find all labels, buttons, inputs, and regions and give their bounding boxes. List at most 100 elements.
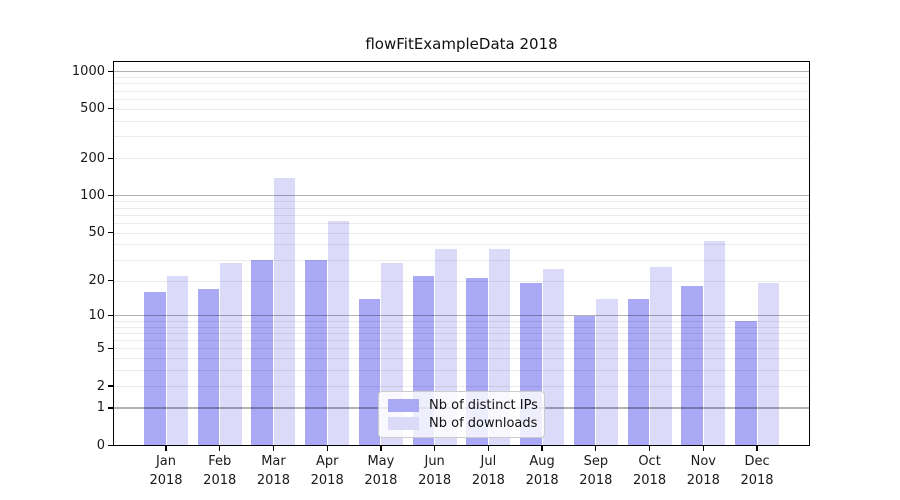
bar-downloads-mar <box>273 177 296 446</box>
y-tick-label: 20 <box>88 273 105 289</box>
x-tick-year: 2018 <box>364 473 398 488</box>
bar-ips-apr <box>305 259 327 446</box>
y-tick-label: 1 <box>96 400 105 416</box>
gridline-minor <box>113 259 810 261</box>
bar-ips-mar <box>251 259 273 446</box>
legend-swatch-downloads <box>388 417 419 431</box>
x-tick-label: Dec 2018 <box>717 452 797 490</box>
gridline-minor <box>113 77 810 79</box>
bar-ips-feb <box>197 288 220 446</box>
x-tick-year: 2018 <box>579 473 613 488</box>
gridline-minor <box>113 207 810 209</box>
gridline-minor <box>113 222 810 224</box>
x-tick-month: Sep <box>583 454 609 469</box>
bar-downloads-jan <box>166 275 188 446</box>
x-tick-month: Aug <box>529 454 555 469</box>
gridline-major <box>113 195 810 197</box>
x-tick-mark <box>380 446 382 451</box>
y-tick-mark <box>108 347 113 350</box>
x-tick-month: Jul <box>480 454 497 469</box>
legend-item-downloads: Nb of downloads <box>388 416 538 432</box>
x-tick-month: Dec <box>744 454 770 469</box>
y-tick-mark <box>108 279 113 282</box>
x-tick-label: Jun 2018 <box>395 452 475 490</box>
gridline-minor <box>113 136 810 138</box>
gridline-minor <box>113 332 810 334</box>
x-tick-month: Feb <box>208 454 232 469</box>
bar-downloads-oct <box>650 267 672 446</box>
gridline-minor <box>113 120 810 122</box>
bar-ips-may <box>358 298 381 446</box>
gridline-major <box>113 70 810 73</box>
x-tick-month: Oct <box>638 454 661 469</box>
y-tick-mark <box>108 314 113 317</box>
gridline-minor <box>113 340 810 342</box>
gridline-minor <box>113 244 810 246</box>
x-tick-mark <box>648 446 651 451</box>
x-tick-mark <box>165 446 167 451</box>
bar-ips-nov <box>681 286 703 446</box>
gridline-minor <box>113 83 810 85</box>
x-tick-label: Sep 2018 <box>556 452 636 490</box>
legend-label-ips: Nb of distinct IPs <box>429 397 538 413</box>
y-tick-label: 500 <box>80 101 105 117</box>
x-tick-year: 2018 <box>310 473 344 488</box>
x-tick-mark <box>326 446 328 451</box>
x-tick-label: Jan 2018 <box>126 452 206 490</box>
bar-ips-jan <box>144 292 166 446</box>
x-tick-label: Aug 2018 <box>502 452 582 490</box>
gridline-minor <box>113 90 810 92</box>
x-tick-year: 2018 <box>203 473 237 488</box>
x-tick-year: 2018 <box>471 473 505 488</box>
bar-ips-oct <box>627 298 650 446</box>
gridline-minor <box>113 214 810 216</box>
gridline-minor <box>113 158 810 160</box>
x-tick-mark <box>541 446 543 451</box>
y-tick-label: 5 <box>96 340 105 356</box>
legend-label-downloads: Nb of downloads <box>429 416 538 432</box>
plot-area <box>113 61 810 446</box>
x-tick-label: Nov 2018 <box>663 452 743 490</box>
x-tick-month: Jan <box>155 454 177 469</box>
x-tick-month: Apr <box>315 454 339 469</box>
x-tick-mark <box>434 446 436 451</box>
chart-title: flowFitExampleData 2018 <box>365 35 558 53</box>
y-tick-mark <box>108 157 113 159</box>
y-tick-label: 2 <box>96 378 105 394</box>
x-tick-year: 2018 <box>149 473 183 488</box>
gridline-minor <box>113 108 810 110</box>
gridline-minor <box>113 358 810 360</box>
y-tick-mark <box>108 385 113 387</box>
x-tick-month: May <box>367 454 395 469</box>
gridline-minor <box>113 201 810 203</box>
bar-downloads-feb <box>220 263 242 446</box>
legend-swatch-ips <box>388 398 419 412</box>
x-tick-mark <box>702 446 704 451</box>
bar-downloads-dec <box>757 283 780 446</box>
y-tick-mark <box>108 231 113 234</box>
bar-downloads-aug <box>542 269 565 446</box>
x-tick-year: 2018 <box>740 473 774 488</box>
x-tick-mark <box>595 446 597 451</box>
gridline-minor <box>113 232 810 234</box>
x-tick-month: Nov <box>690 454 716 469</box>
bar-ips-dec <box>735 320 757 446</box>
x-tick-label: Oct 2018 <box>610 452 690 490</box>
gridline-major <box>113 315 810 317</box>
y-tick-mark <box>108 108 113 110</box>
y-tick-mark <box>108 194 113 197</box>
gridline-minor <box>113 370 810 372</box>
x-tick-label: Apr 2018 <box>287 452 367 490</box>
x-tick-year: 2018 <box>633 473 667 488</box>
bar-downloads-sep <box>596 298 618 446</box>
gridline-minor <box>113 326 810 328</box>
x-tick-mark <box>487 446 490 451</box>
x-tick-mark <box>219 446 221 451</box>
bar-downloads-apr <box>327 221 350 446</box>
y-tick-label: 100 <box>80 188 105 204</box>
legend: Nb of distinct IPs Nb of downloads <box>378 391 545 438</box>
legend-item-ips: Nb of distinct IPs <box>388 397 538 413</box>
x-tick-year: 2018 <box>525 473 559 488</box>
x-tick-label: Jul 2018 <box>448 452 528 490</box>
